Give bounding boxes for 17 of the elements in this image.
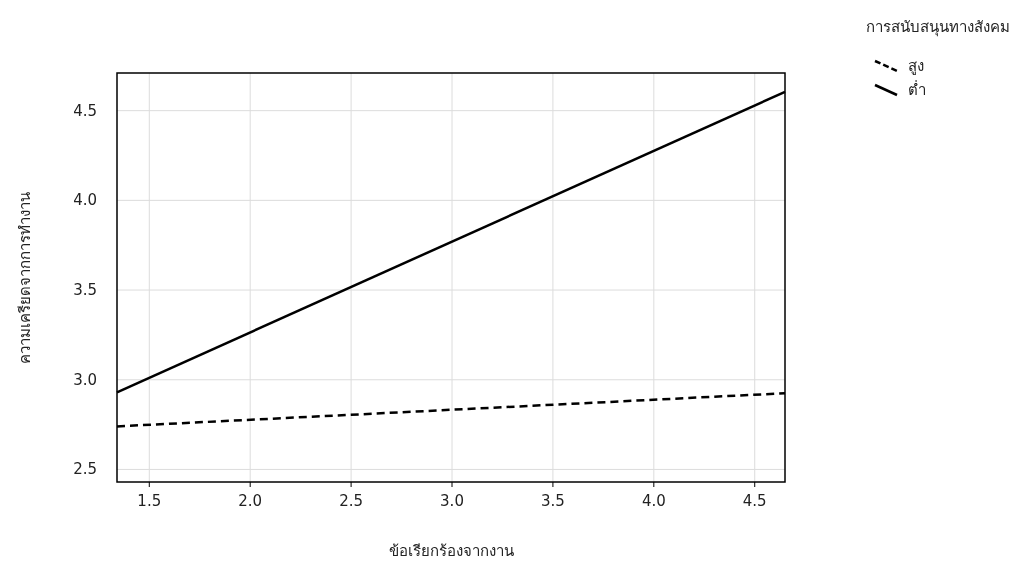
y-tick-label: 4.0 (73, 191, 97, 210)
x-tick-label: 2.5 (339, 492, 364, 510)
y-tick-label: 2.5 (73, 460, 97, 479)
legend-title: การสนับสนุนทางสังคม (866, 18, 1010, 37)
y-axis-title: ความเครียดจากการทำงาน (16, 191, 34, 364)
legend-label: สูง (908, 57, 924, 75)
x-tick-label: 4.0 (641, 492, 666, 510)
x-tick-label: 2.0 (238, 492, 263, 510)
y-tick-label: 4.5 (73, 101, 97, 120)
y-tick-label: 3.0 (73, 370, 97, 389)
x-tick-label: 1.5 (137, 492, 162, 510)
legend-label: ต่ำ (908, 79, 926, 99)
x-tick-label: 3.5 (540, 492, 565, 510)
y-tick-label: 3.5 (73, 281, 97, 300)
x-tick-label: 4.5 (742, 492, 767, 510)
x-tick-label: 3.0 (440, 492, 464, 510)
x-axis-title: ข้อเรียกร้องจากงาน (388, 542, 514, 560)
